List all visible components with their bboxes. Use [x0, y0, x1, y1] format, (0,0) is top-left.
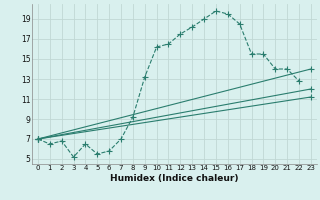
X-axis label: Humidex (Indice chaleur): Humidex (Indice chaleur) — [110, 174, 239, 183]
